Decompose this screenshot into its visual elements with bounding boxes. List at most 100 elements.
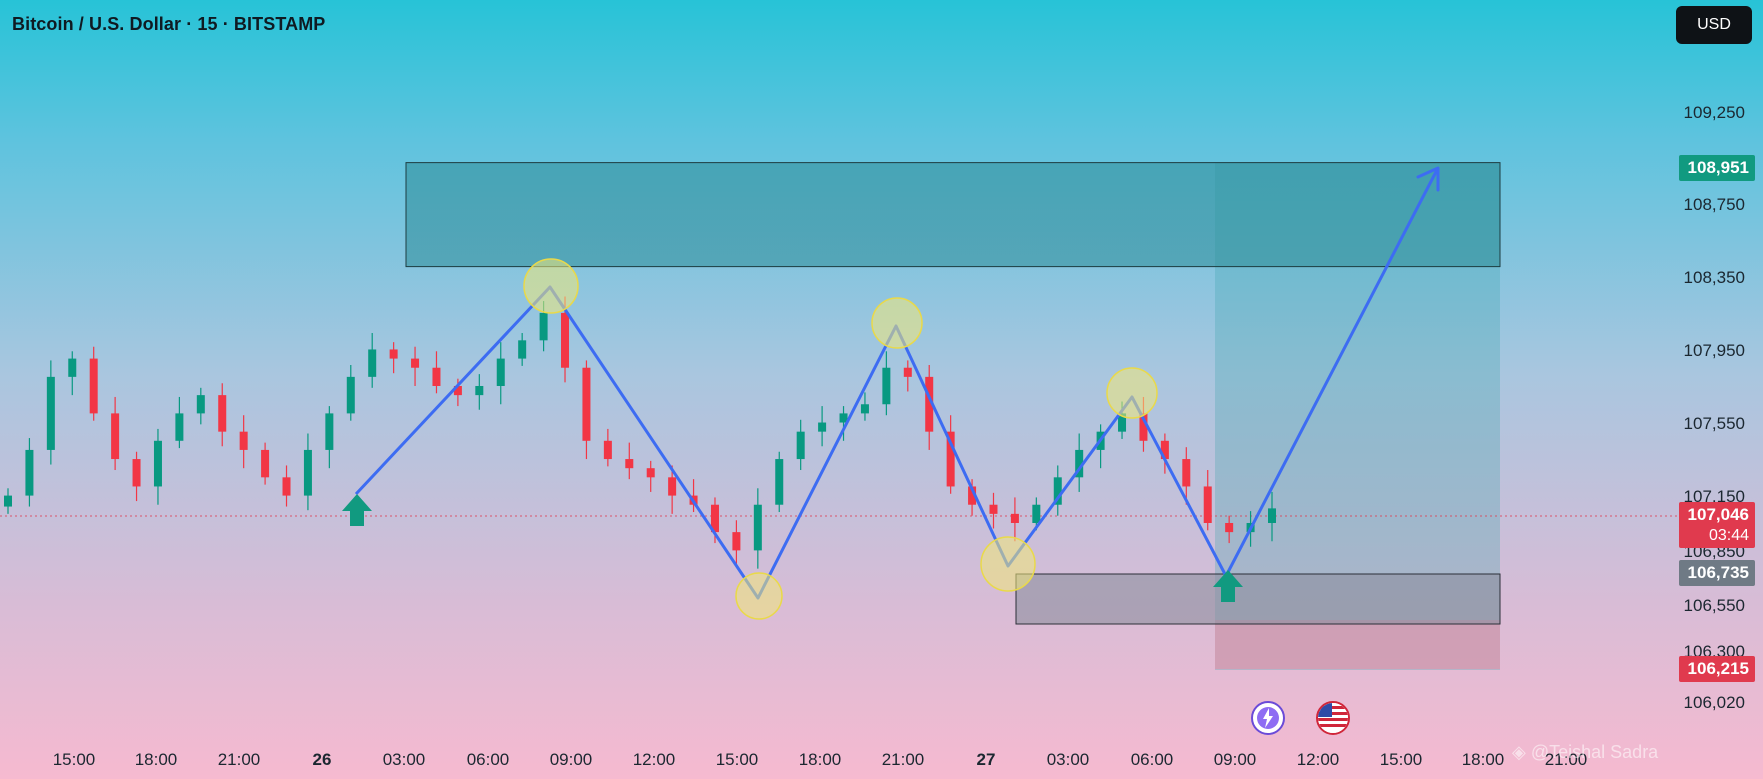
bull-candle — [1118, 413, 1127, 432]
time-axis-label: 15:00 — [1380, 750, 1423, 769]
bull-candle — [303, 449, 312, 496]
bull-candle — [1075, 449, 1084, 478]
bull-candle — [196, 395, 205, 414]
watermark: ◈ @Teishal Sadra — [1512, 742, 1658, 763]
bear-candle — [282, 477, 291, 496]
bull-candle — [860, 404, 869, 414]
bear-candle — [732, 532, 741, 551]
bull-candle — [496, 358, 505, 386]
binance-logo-icon: ◈ — [1512, 742, 1526, 762]
pivot-highlight-circle — [871, 297, 923, 349]
target-price-tag: 108,951 — [1679, 155, 1755, 181]
buy-arrow-icon — [342, 494, 372, 526]
bear-candle — [1010, 513, 1019, 523]
price-axis-label: 106,550 — [1684, 596, 1745, 615]
bull-candle — [325, 413, 334, 450]
bear-candle — [132, 459, 141, 487]
bear-candle — [710, 504, 719, 533]
price-axis-label: 108,750 — [1684, 195, 1745, 214]
time-axis-label: 21:00 — [882, 750, 925, 769]
bear-candle — [218, 395, 227, 432]
time-axis-label: 03:00 — [1047, 750, 1090, 769]
pivot-highlight-circle — [1106, 367, 1158, 419]
time-axis-label: 26 — [313, 750, 332, 769]
time-axis-label: 27 — [977, 750, 996, 769]
lightning-ai-icon[interactable] — [1251, 701, 1285, 735]
current-price-tag: 107,046 03:44 — [1679, 502, 1755, 548]
bear-candle — [389, 349, 398, 359]
bull-candle — [1032, 504, 1041, 523]
bear-candle — [1203, 486, 1212, 523]
time-axis-label: 09:00 — [1214, 750, 1257, 769]
symbol-title: Bitcoin / U.S. Dollar · 15 · BITSTAMP — [12, 14, 326, 34]
time-axis-label: 15:00 — [53, 750, 96, 769]
bull-candle — [818, 422, 827, 432]
pivot-highlight-circle — [523, 258, 579, 314]
currency-button[interactable]: USD — [1676, 6, 1752, 44]
stop-zone — [1215, 620, 1500, 669]
bull-candle — [346, 376, 355, 414]
bull-candle — [775, 459, 784, 505]
bull-candle — [475, 385, 484, 396]
time-axis-label: 12:00 — [633, 750, 676, 769]
bear-candle — [1225, 522, 1234, 533]
bull-candle — [1268, 508, 1276, 523]
bull-candle — [46, 376, 55, 450]
bull-candle — [368, 349, 377, 377]
bear-candle — [668, 477, 677, 496]
buy-arrow-icon — [1213, 570, 1243, 602]
bear-candle — [261, 449, 270, 478]
candle-countdown: 03:44 — [1708, 527, 1749, 544]
bear-candle — [903, 367, 912, 377]
bear-candle — [1139, 413, 1148, 441]
bull-candle — [882, 367, 891, 405]
pivot-highlight-circle — [735, 572, 783, 620]
time-axis-label: 21:00 — [218, 750, 261, 769]
bull-candle — [4, 495, 12, 507]
time-axis-label: 18:00 — [1462, 750, 1505, 769]
bull-candle — [796, 431, 805, 460]
us-flag-icon[interactable] — [1316, 701, 1350, 735]
time-axis-label: 18:00 — [135, 750, 178, 769]
price-axis-label: 109,250 — [1684, 103, 1745, 122]
bull-candle — [175, 413, 184, 441]
bear-candle — [239, 431, 248, 450]
bull-candle — [753, 504, 762, 551]
bear-candle — [968, 486, 977, 505]
bear-candle — [411, 358, 420, 368]
time-axis-label: 06:00 — [1131, 750, 1174, 769]
time-axis-label: 12:00 — [1297, 750, 1340, 769]
watermark-text: @Teishal Sadra — [1530, 742, 1659, 762]
pivot-highlight-circle — [980, 536, 1036, 592]
time-axis-label: 03:00 — [383, 750, 426, 769]
bull-candle — [1053, 477, 1062, 505]
bear-candle — [646, 468, 655, 478]
bull-candle — [153, 440, 162, 487]
entry-support-box — [1015, 573, 1501, 625]
bear-candle — [603, 440, 612, 460]
bear-candle — [946, 431, 955, 487]
bear-candle — [89, 358, 98, 414]
time-axis-label: 06:00 — [467, 750, 510, 769]
bear-candle — [1160, 440, 1169, 460]
bear-candle — [582, 367, 591, 441]
price-axis-label: 107,950 — [1684, 341, 1745, 360]
price-axis-label: 107,550 — [1684, 414, 1745, 433]
current-price-value: 107,046 — [1687, 505, 1749, 524]
price-axis-label: 107,150 — [1684, 487, 1745, 506]
time-axis-label: 21:00 — [1545, 750, 1588, 769]
zigzag-pattern-line — [354, 167, 1440, 600]
bear-candle — [625, 459, 634, 469]
price-axis-label: 108,350 — [1684, 268, 1745, 287]
bear-candle — [989, 504, 998, 514]
entry-price-tag: 106,735 — [1679, 560, 1755, 586]
bear-candle — [561, 312, 570, 368]
bear-candle — [111, 413, 120, 460]
bull-candle — [25, 449, 34, 496]
bear-candle — [453, 385, 462, 396]
bull-candle — [68, 358, 77, 377]
bull-candle — [518, 340, 527, 359]
target-resistance-box — [405, 162, 1501, 268]
bear-candle — [1182, 459, 1191, 487]
